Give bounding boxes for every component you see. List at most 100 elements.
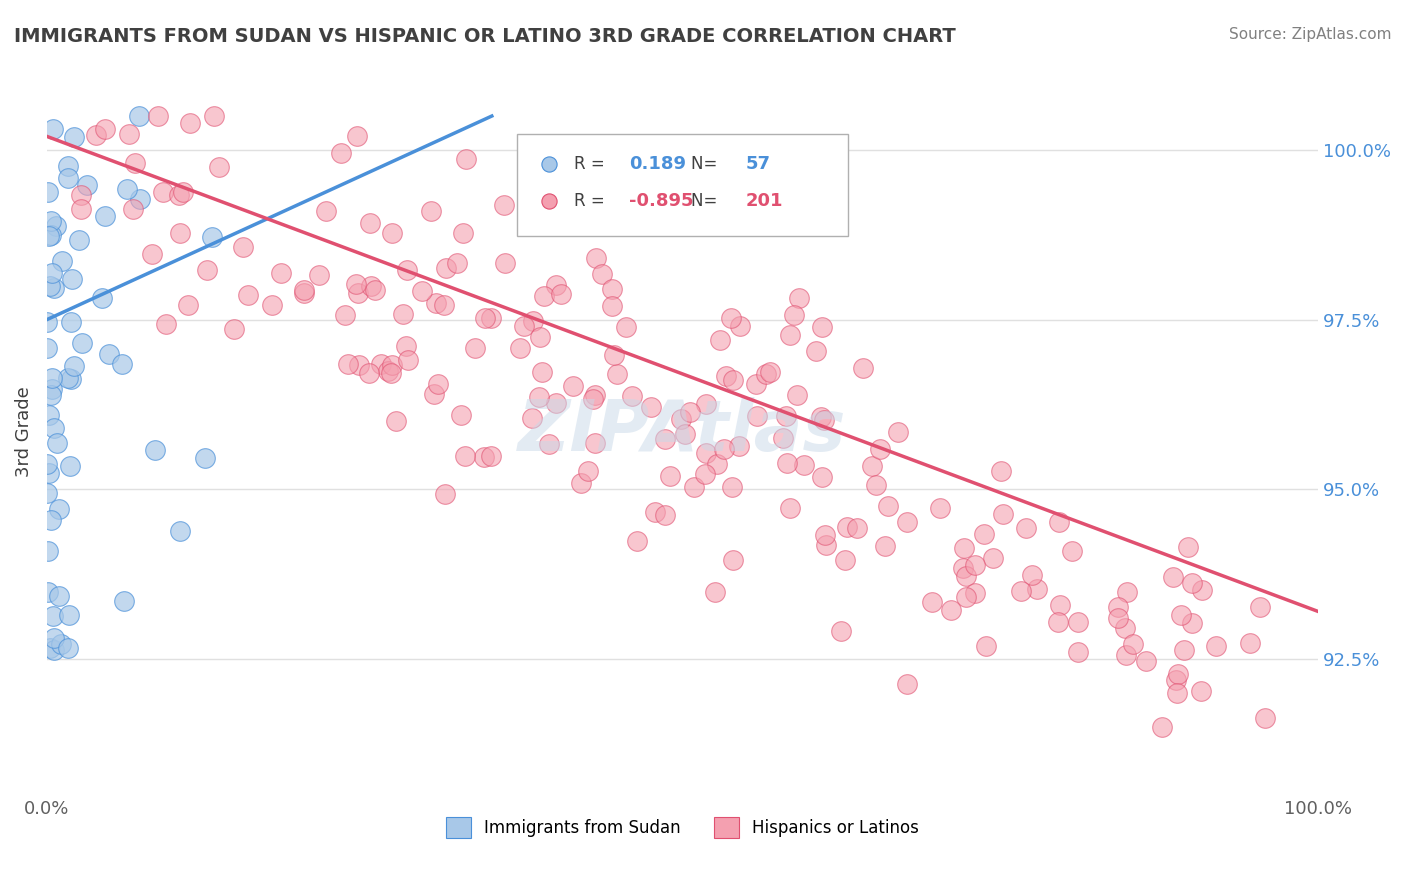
- Point: [1116, 585, 1139, 599]
- Point: [155, 317, 177, 331]
- Point: [1180, 576, 1202, 591]
- Point: [640, 400, 662, 414]
- Point: [728, 318, 751, 333]
- Point: [39, 228, 62, 243]
- Point: [472, 450, 495, 464]
- Point: [76, 178, 98, 192]
- Point: [381, 226, 404, 240]
- Point: [60, 315, 83, 329]
- Point: [38, 408, 60, 422]
- Point: [606, 367, 628, 381]
- Point: [695, 397, 717, 411]
- Point: [41, 383, 63, 397]
- Point: [775, 409, 797, 424]
- Point: [583, 436, 606, 450]
- Point: [1254, 711, 1277, 725]
- Point: [600, 299, 623, 313]
- Point: [952, 561, 974, 575]
- Point: [941, 603, 963, 617]
- Point: [141, 247, 163, 261]
- Point: [755, 367, 778, 381]
- Point: [35, 341, 58, 355]
- Text: -0.895: -0.895: [628, 192, 693, 210]
- Point: [232, 240, 254, 254]
- Point: [58, 640, 80, 655]
- Point: [419, 204, 441, 219]
- Point: [981, 551, 1004, 566]
- Text: N=: N=: [692, 155, 723, 173]
- Point: [201, 230, 224, 244]
- Point: [42, 281, 65, 295]
- Point: [207, 160, 229, 174]
- Point: [224, 322, 246, 336]
- Point: [721, 553, 744, 567]
- Text: IMMIGRANTS FROM SUDAN VS HISPANIC OR LATINO 3RD GRADE CORRELATION CHART: IMMIGRANTS FROM SUDAN VS HISPANIC OR LAT…: [14, 27, 956, 45]
- Point: [621, 389, 644, 403]
- Point: [1135, 654, 1157, 668]
- Point: [814, 538, 837, 552]
- Point: [479, 310, 502, 325]
- Point: [835, 520, 858, 534]
- Point: [396, 353, 419, 368]
- Point: [84, 128, 107, 143]
- Point: [423, 387, 446, 401]
- Point: [59, 458, 82, 473]
- Point: [129, 192, 152, 206]
- Point: [56, 371, 79, 385]
- Point: [1239, 636, 1261, 650]
- Point: [921, 594, 943, 608]
- Point: [436, 260, 458, 275]
- Point: [783, 308, 806, 322]
- Point: [1046, 615, 1069, 629]
- Point: [143, 442, 166, 457]
- Point: [810, 320, 832, 334]
- Point: [179, 115, 201, 129]
- Point: [810, 409, 832, 424]
- Point: [1067, 644, 1090, 658]
- Point: [41, 371, 63, 385]
- Point: [776, 457, 799, 471]
- Point: [953, 541, 976, 555]
- Point: [673, 427, 696, 442]
- Point: [813, 413, 835, 427]
- Point: [955, 590, 977, 604]
- Point: [292, 285, 315, 300]
- Point: [396, 262, 419, 277]
- Point: [67, 233, 90, 247]
- Point: [582, 392, 605, 407]
- Point: [292, 283, 315, 297]
- Point: [793, 458, 815, 472]
- Point: [1166, 673, 1188, 688]
- Point: [37, 185, 59, 199]
- Point: [194, 450, 217, 465]
- Text: 57: 57: [747, 155, 770, 173]
- Point: [42, 631, 65, 645]
- Point: [703, 585, 725, 599]
- Point: [896, 515, 918, 529]
- Point: [360, 278, 382, 293]
- Point: [787, 291, 810, 305]
- Point: [329, 145, 352, 160]
- Point: [1021, 568, 1043, 582]
- Point: [238, 288, 260, 302]
- Point: [522, 410, 544, 425]
- Point: [779, 500, 801, 515]
- Point: [779, 328, 801, 343]
- Point: [60, 272, 83, 286]
- Point: [877, 500, 900, 514]
- Point: [1010, 584, 1032, 599]
- Point: [41, 266, 63, 280]
- Point: [1049, 598, 1071, 612]
- Point: [456, 152, 478, 166]
- Point: [963, 558, 986, 572]
- Point: [1249, 599, 1271, 614]
- Text: ZIPAtlas: ZIPAtlas: [519, 397, 846, 467]
- Point: [1181, 616, 1204, 631]
- Point: [124, 156, 146, 170]
- Point: [433, 487, 456, 501]
- Point: [1107, 599, 1129, 614]
- Point: [433, 298, 456, 312]
- Point: [1062, 543, 1084, 558]
- Point: [721, 373, 744, 387]
- Point: [427, 376, 450, 391]
